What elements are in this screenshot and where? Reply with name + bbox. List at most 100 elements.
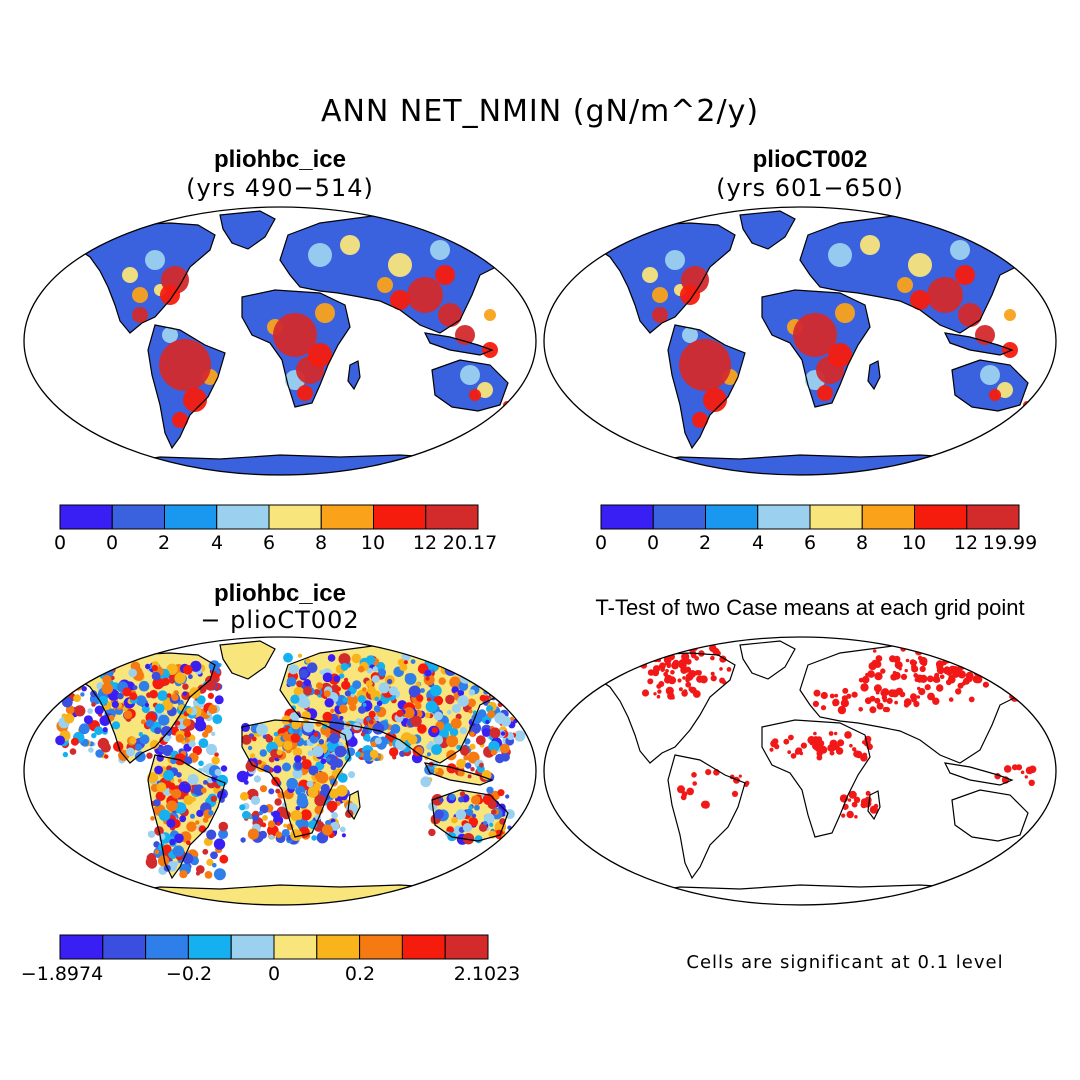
map4-indonesia-fill [945,763,1012,785]
colorbar-3-swatch-7 [316,934,361,960]
cb1-ticks-label: 6 [262,532,276,554]
colorbar-2-swatch-5 [809,504,863,530]
map3-africa-coastline [241,719,351,838]
colorbar-1-swatch-3 [164,504,218,530]
map3-indonesia-coastline [423,762,494,786]
map2-antarctica-fill [630,455,1010,475]
cb2-ticks-label: 12 [953,532,979,554]
map1-north-america-coastline [58,222,216,334]
cb2-ticks-label: 6 [803,532,817,554]
cb1-ticks-label: 4 [210,532,224,554]
map2-australia-coastline [951,359,1029,412]
colorbar-2-swatch-4 [757,504,811,530]
map-panel-4 [543,636,1057,906]
map-panel-1 [23,206,537,476]
significance-note: Cells are significant at 0.1 level [686,952,1004,973]
map2-madagascar-coastline [867,360,881,391]
map3-south-america-coastline [147,754,226,880]
map4-north-america-fill [580,653,735,763]
colorbar-1-swatch-4 [216,504,270,530]
map3-madagascar-coastline [347,790,361,821]
map4-antarctica-fill [630,885,1010,905]
map2-africa-coastline [761,289,871,408]
map2-antarctica-coastline [628,454,1012,475]
map-panel-2 [543,206,1057,476]
panel-1-title: pliohbc_ice [213,146,347,173]
panel-4-title: T-Test of two Case means at each grid po… [595,595,1025,620]
colorbar-3 [59,934,489,960]
cb1-ticks-label: 0 [53,532,67,554]
map2-indonesia-coastline [943,332,1014,356]
map1-madagascar-coastline [347,360,361,391]
colorbar-1-swatch-8 [425,504,479,530]
cb2-ticks-label: 8 [855,532,869,554]
cb2-ticks-label: 0 [594,532,608,554]
colorbar-2-swatch-1 [600,504,654,530]
cb2-ticks-label: 19.99 [982,532,1038,554]
cb2-ticks-label: 4 [751,532,765,554]
map2-globe-outline [543,206,1057,476]
map2-field-cells [642,235,1031,428]
map4-indonesia-coastline [943,762,1014,786]
cb2-ticks-label: 0 [646,532,660,554]
map2-north-america-fill [580,223,735,333]
colorbar-1 [59,504,479,530]
colorbar-1-swatch-2 [111,504,165,530]
colorbar-2-swatch-3 [705,504,759,530]
map4-south-america-fill [668,755,745,878]
cb3-ticks-label: 2.1023 [453,963,521,985]
map4-antarctica-coastline [628,884,1012,905]
colorbar-1-swatch-5 [268,504,322,530]
panel-3-title: pliohbc_ice [213,580,347,607]
map1-antarctica-fill [110,455,490,475]
cb1-ticks-label: 20.17 [442,532,498,554]
map1-indonesia-coastline [423,332,494,356]
map2-australia-fill [952,360,1028,411]
map4-north-america-coastline [578,652,736,764]
map3-antarctica-coastline [108,884,492,905]
map1-greenland-coastline [219,210,276,250]
map4-south-america-coastline [667,754,746,880]
cb1-ticks-label: 0 [105,532,119,554]
map4-africa-fill [762,720,870,837]
colorbar-1-swatch-1 [59,504,113,530]
colorbar-3-swatch-2 [102,934,147,960]
cb3-ticks-label: 0.2 [344,963,376,985]
colorbar-2-swatch-2 [652,504,706,530]
map-panel-3 [23,636,537,906]
colorbar-3-swatch-6 [273,934,318,960]
colorbar-1-swatch-7 [373,504,427,530]
colorbar-1-swatch-6 [320,504,374,530]
map4-australia-fill [952,790,1028,841]
panel-1-subtitle: (yrs 490−514) [186,174,374,202]
map1-africa-coastline [241,289,351,408]
cb3-ticks-label: −0.2 [165,963,213,985]
colorbar-2 [600,504,1020,530]
map1-indonesia-fill [425,333,492,355]
map3-antarctica-fill [110,885,490,905]
colorbar-2-swatch-8 [966,504,1020,530]
map1-field-cells [122,235,511,428]
map3-globe-outline [23,636,537,906]
cb1-ticks-label: 2 [157,532,171,554]
map4-australia-coastline [951,789,1029,842]
colorbar-2-swatch-6 [861,504,915,530]
map2-south-america-coastline [667,324,746,450]
colorbar-2-swatch-7 [914,504,968,530]
map1-australia-fill [432,360,508,411]
panel-2-subtitle: (yrs 601−650) [716,174,904,202]
map2-indonesia-fill [945,333,1012,355]
map4-madagascar-coastline [867,790,881,821]
map1-north-america-fill [60,223,215,333]
colorbar-3-swatch-3 [145,934,189,960]
map4-greenland-coastline [739,640,796,680]
colorbar-3-swatch-5 [230,934,275,960]
colorbar-3-swatch-10 [444,934,489,960]
map1-south-america-coastline [147,324,226,450]
colorbar-3-swatch-8 [359,934,403,960]
map3-north-america-coastline [58,652,216,764]
map4-africa-coastline [761,719,871,838]
map1-antarctica-coastline [108,454,492,475]
colorbar-3-swatch-9 [401,934,446,960]
colorbar-3-swatch-1 [59,934,104,960]
